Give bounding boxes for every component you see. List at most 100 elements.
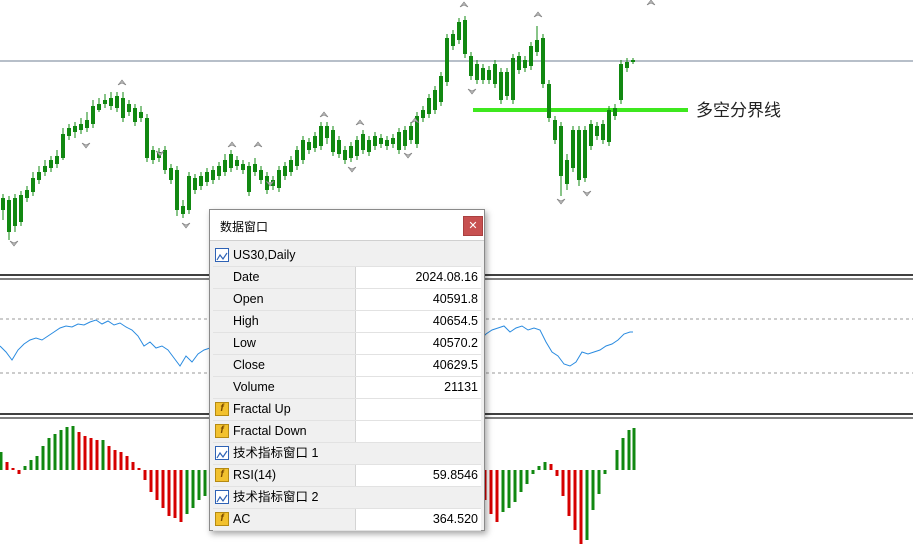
ac-label: AC: [233, 512, 251, 526]
candle: [49, 156, 53, 172]
candle: [211, 166, 215, 184]
candle: [313, 132, 317, 152]
candle: [379, 134, 383, 148]
candle: [415, 112, 419, 148]
candle: [499, 68, 503, 104]
candle: [601, 120, 605, 144]
candle: [571, 126, 575, 172]
ohlc-label: Open: [233, 292, 264, 306]
candle: [283, 162, 287, 180]
candle: [529, 42, 533, 70]
fractal-down-marker: [467, 88, 477, 95]
candle: [427, 94, 431, 118]
candle: [439, 72, 443, 106]
candle: [7, 196, 11, 240]
candle: [355, 136, 359, 160]
fractal-up-marker: [253, 141, 263, 148]
candle: [13, 194, 17, 232]
candle: [589, 120, 593, 150]
candle: [403, 126, 407, 150]
ohlc-label: Close: [233, 358, 265, 372]
candle: [343, 146, 347, 164]
candle: [367, 136, 371, 156]
candle: [61, 128, 65, 160]
candle: [475, 60, 479, 84]
candle: [67, 124, 71, 140]
fractal-down-row: f Fractal Down: [213, 421, 481, 443]
chart-icon: [215, 490, 229, 504]
candle: [229, 150, 233, 172]
ohlc-label: Volume: [233, 380, 275, 394]
ohlc-value: 2024.08.16: [356, 267, 481, 288]
chart-icon: [215, 446, 229, 460]
fractal-down-marker: [556, 198, 566, 205]
candle: [325, 122, 329, 144]
candle: [457, 18, 461, 44]
candle: [505, 68, 509, 100]
candle: [277, 166, 281, 192]
ohlc-row-volume: Volume 21131: [213, 377, 481, 399]
candle: [613, 104, 617, 120]
ohlc-row-high: High 40654.5: [213, 311, 481, 333]
candle: [139, 106, 143, 122]
ac-row: f AC 364.520: [213, 509, 481, 531]
candle: [1, 194, 5, 220]
fractal-down-marker: [403, 152, 413, 159]
data-window-title: 数据窗口: [220, 220, 269, 234]
candle: [253, 158, 257, 176]
fractal-up-row: f Fractal Up: [213, 399, 481, 421]
candle: [295, 146, 299, 170]
candle: [469, 52, 473, 80]
candle: [445, 34, 449, 86]
ohlc-row-date: Date 2024.08.16: [213, 267, 481, 289]
close-button[interactable]: ✕: [463, 216, 483, 236]
candle: [625, 58, 629, 72]
candle: [391, 134, 395, 148]
candle: [169, 164, 173, 184]
candle: [109, 92, 113, 110]
candle: [583, 126, 587, 182]
ohlc-label: High: [233, 314, 259, 328]
candle: [133, 104, 137, 126]
rsi-label: RSI(14): [233, 468, 277, 482]
rsi-line: [0, 319, 633, 367]
ac-histogram: [0, 426, 636, 544]
candle: [121, 92, 125, 122]
candle: [175, 166, 179, 216]
candle: [73, 122, 77, 138]
candle: [433, 86, 437, 114]
candle: [289, 156, 293, 176]
candle: [217, 162, 221, 180]
indicator-icon: f: [215, 424, 229, 438]
data-window[interactable]: 数据窗口 ✕ US30,Daily Date 2024.08.16 Open 4059…: [209, 209, 485, 531]
support-annotation: 多空分界线: [696, 101, 781, 121]
ohlc-row-open: Open 40591.8: [213, 289, 481, 311]
ohlc-value: 21131: [356, 377, 481, 398]
candle: [25, 186, 29, 202]
candle: [481, 64, 485, 84]
ohlc-value: 40591.8: [356, 289, 481, 310]
fractal-up-marker: [355, 119, 365, 126]
symbol-label: US30,Daily: [233, 248, 296, 262]
fractal-up-marker: [117, 79, 127, 86]
indicator-icon: f: [215, 468, 229, 482]
candlestick-series: [1, 16, 635, 240]
fractal-down-marker: [9, 240, 19, 247]
data-window-table: US30,Daily Date 2024.08.16 Open 40591.8 High…: [213, 245, 481, 531]
candle: [565, 154, 569, 190]
candle: [595, 122, 599, 140]
candle: [451, 30, 455, 50]
ohlc-row-close: Close 40629.5: [213, 355, 481, 377]
rsi-value: 59.8546: [356, 465, 481, 486]
candle: [271, 176, 275, 190]
candle: [487, 66, 491, 84]
ohlc-label: Low: [233, 336, 256, 350]
candle: [151, 146, 155, 164]
candle: [103, 94, 107, 108]
fractal-up-marker: [459, 1, 469, 8]
data-window-titlebar[interactable]: 数据窗口 ✕: [210, 210, 484, 241]
candle: [91, 100, 95, 128]
candle: [37, 166, 41, 184]
candle: [319, 122, 323, 150]
